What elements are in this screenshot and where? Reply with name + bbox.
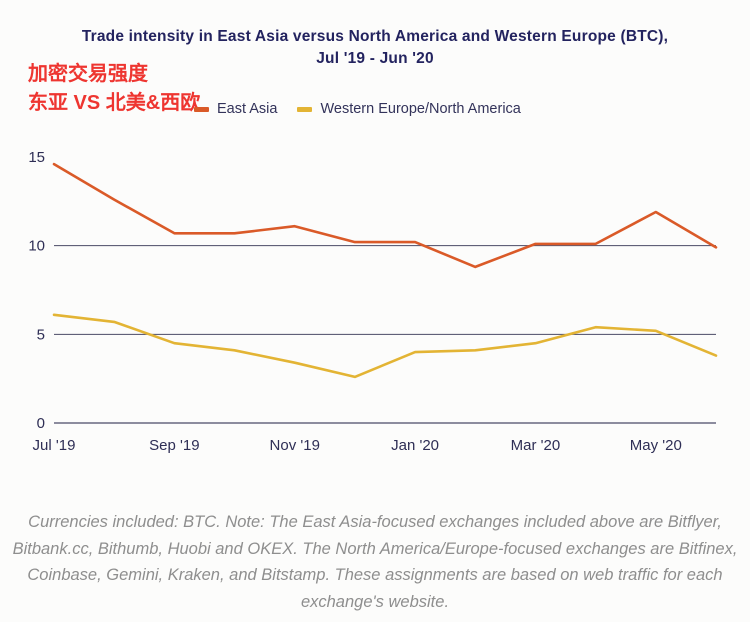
trade-intensity-line-chart: 0 5 10 15 Jul '19 Sep '19 Nov '19 Jan '20 Mar '2… — [28, 149, 718, 454]
x-tick-label: Nov '19 — [270, 437, 320, 454]
chinese-annotation: 加密交易强度 东亚 VS 北美&西欧 — [28, 60, 200, 118]
chinese-annotation-line2: 东亚 VS 北美&西欧 — [28, 92, 201, 114]
x-tick-label: Jul '19 — [33, 437, 76, 454]
chart-title: Trade intensity in East Asia versus Nort… — [0, 26, 750, 71]
chart-area: 0 5 10 15 Jul '19 Sep '19 Nov '19 Jan '20 Mar '2… — [18, 142, 750, 465]
chart-title-line2: Jul '19 - Jun '20 — [316, 50, 434, 68]
legend-item-east-asia: East Asia — [194, 101, 277, 117]
east-asia-legend-swatch — [194, 106, 209, 112]
chart-title-line1: Trade intensity in East Asia versus Nort… — [81, 28, 669, 45]
chinese-annotation-line1: 加密交易强度 — [28, 63, 148, 85]
y-tick-label-0: 0 — [37, 415, 45, 432]
y-tick-label-10: 10 — [28, 238, 45, 255]
chart-header: Trade intensity in East Asia versus Nort… — [0, 0, 750, 140]
footnote: Currencies included: BTC. Note: The East… — [12, 513, 738, 612]
western-europe-north-america-legend-swatch — [297, 106, 313, 112]
east-asia-line — [52, 162, 718, 269]
western-europe-north-america-line — [52, 313, 718, 379]
legend: East Asia Western Europe/North America — [194, 101, 521, 117]
western-europe-north-america-legend-label: Western Europe/North America — [320, 101, 521, 117]
legend-item-western-europe-north-america: Western Europe/North America — [297, 101, 521, 117]
x-tick-label: Jan '20 — [391, 437, 439, 454]
y-tick-label-5: 5 — [37, 326, 45, 343]
east-asia-legend-label: East Asia — [217, 101, 278, 117]
x-tick-label: May '20 — [630, 437, 682, 454]
x-tick-label: Sep '19 — [149, 437, 199, 454]
y-tick-label-15: 15 — [28, 149, 45, 166]
x-tick-label: Mar '20 — [511, 437, 561, 454]
